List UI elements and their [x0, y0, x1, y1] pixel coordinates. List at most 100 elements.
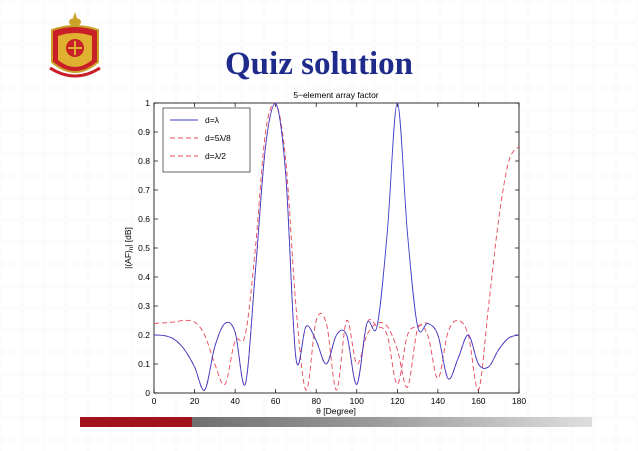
decoration-cell — [0, 176, 22, 198]
decoration-cell — [330, 22, 352, 44]
decoration-cell — [110, 0, 132, 22]
decoration-cell — [88, 286, 110, 308]
decoration-cell — [0, 242, 22, 264]
decoration-cell — [0, 264, 22, 286]
decoration-cell — [242, 440, 264, 451]
decoration-cell — [462, 44, 484, 66]
decoration-cell — [110, 286, 132, 308]
decoration-cell — [264, 0, 286, 22]
decoration-cell — [594, 0, 616, 22]
decoration-cell — [242, 0, 264, 22]
decoration-cell — [528, 220, 550, 242]
decoration-cell — [132, 176, 154, 198]
decoration-cell — [616, 22, 638, 44]
decoration-cell — [572, 374, 594, 396]
legend: d=λ d=5λ/8 d=λ/2 — [162, 107, 251, 173]
slide-title: Quiz solution — [225, 46, 413, 82]
decoration-cell — [22, 286, 44, 308]
decoration-cell — [22, 352, 44, 374]
decoration-cell — [132, 88, 154, 110]
decoration-cell — [594, 418, 616, 440]
decoration-cell — [0, 440, 22, 451]
decoration-cell — [242, 66, 264, 88]
decoration-cell — [286, 44, 308, 66]
y-axis-label: |(AF)n| [dB] — [123, 227, 135, 269]
decoration-cell — [88, 198, 110, 220]
decoration-cell — [0, 154, 22, 176]
decoration-cell — [528, 198, 550, 220]
decoration-cell — [132, 132, 154, 154]
decoration-cell — [110, 374, 132, 396]
y-tick-label: 0.8 — [138, 156, 150, 166]
decoration-cell — [88, 374, 110, 396]
decoration-cell — [616, 286, 638, 308]
x-axis-label: θ [Degree] — [316, 406, 356, 416]
decoration-cell — [66, 418, 88, 440]
decoration-cell — [418, 0, 440, 22]
decoration-cell — [550, 330, 572, 352]
y-tick-label: 0.1 — [138, 359, 150, 369]
decoration-cell — [22, 176, 44, 198]
decoration-cell — [528, 44, 550, 66]
decoration-cell — [594, 440, 616, 451]
decoration-cell — [550, 198, 572, 220]
decoration-cell — [352, 440, 374, 451]
decoration-cell — [352, 66, 374, 88]
decoration-cell — [616, 132, 638, 154]
decoration-cell — [572, 308, 594, 330]
decoration-cell — [22, 374, 44, 396]
decoration-cell — [352, 0, 374, 22]
decoration-cell — [484, 22, 506, 44]
decoration-cell — [440, 66, 462, 88]
decoration-cell — [132, 22, 154, 44]
decoration-cell — [418, 44, 440, 66]
decoration-cell — [528, 22, 550, 44]
decoration-cell — [22, 154, 44, 176]
decoration-cell — [374, 440, 396, 451]
decoration-cell — [506, 440, 528, 451]
decoration-cell — [572, 0, 594, 22]
decoration-cell — [0, 66, 22, 88]
decoration-cell — [330, 66, 352, 88]
decoration-cell — [132, 330, 154, 352]
decoration-cell — [44, 66, 66, 88]
decoration-cell — [550, 0, 572, 22]
decoration-cell — [132, 286, 154, 308]
decoration-cell — [110, 264, 132, 286]
decoration-cell — [110, 110, 132, 132]
decoration-cell — [550, 220, 572, 242]
decoration-cell — [0, 374, 22, 396]
decoration-cell — [594, 264, 616, 286]
decoration-cell — [572, 66, 594, 88]
y-tick-label: 0 — [145, 388, 150, 398]
decoration-cell — [528, 176, 550, 198]
y-tick-label: 0.5 — [138, 243, 150, 253]
decoration-cell — [66, 440, 88, 451]
decoration-cell — [594, 220, 616, 242]
decoration-cell — [44, 308, 66, 330]
y-tick-label: 0.6 — [138, 214, 150, 224]
decoration-cell — [374, 66, 396, 88]
decoration-cell — [44, 396, 66, 418]
decoration-cell — [528, 286, 550, 308]
decoration-cell — [462, 440, 484, 451]
decoration-cell — [418, 440, 440, 451]
decoration-cell — [198, 44, 220, 66]
x-tick-label: 100 — [350, 396, 364, 406]
decoration-cell — [110, 308, 132, 330]
decoration-cell — [550, 154, 572, 176]
decoration-cell — [110, 88, 132, 110]
decoration-cell — [110, 66, 132, 88]
decoration-cell — [550, 352, 572, 374]
x-tick-label: 80 — [311, 396, 321, 406]
x-tick-label: 120 — [390, 396, 404, 406]
decoration-cell — [616, 0, 638, 22]
decoration-cell — [66, 176, 88, 198]
decoration-cell — [22, 330, 44, 352]
x-tick-label: 60 — [271, 396, 281, 406]
decoration-cell — [110, 22, 132, 44]
decoration-cell — [572, 198, 594, 220]
series-line-0 — [153, 102, 520, 391]
decoration-cell — [572, 440, 594, 451]
decoration-cell — [286, 0, 308, 22]
